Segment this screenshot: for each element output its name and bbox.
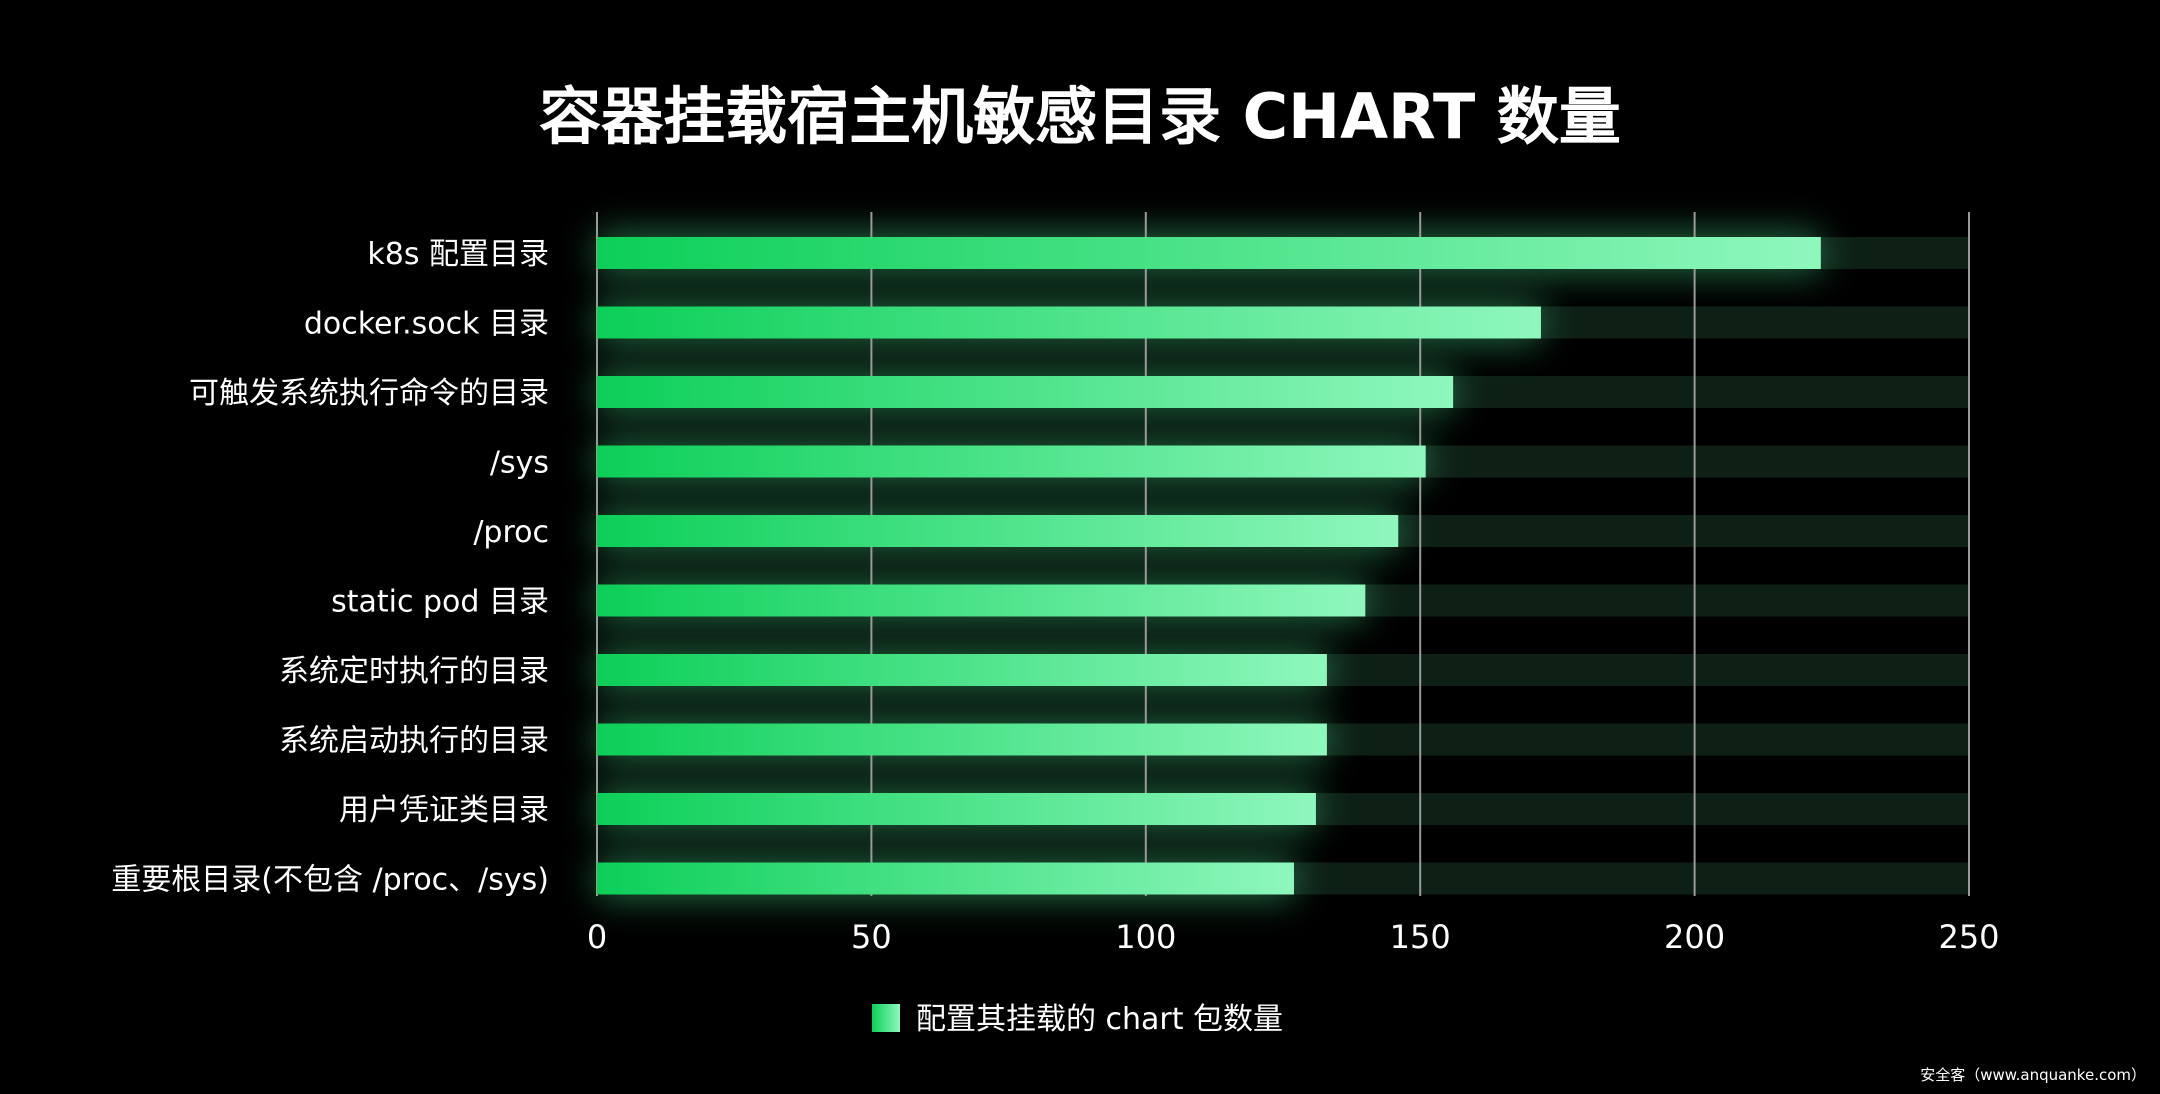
x-tick-label: 150 <box>1390 918 1451 956</box>
bar <box>597 237 1821 269</box>
legend-swatch <box>872 1004 900 1032</box>
bar <box>597 445 1426 478</box>
category-label: static pod 目录 <box>331 585 549 620</box>
bar <box>597 654 1327 686</box>
category-label: 可触发系统执行命令的目录 <box>189 376 549 411</box>
bar <box>597 515 1399 547</box>
category-label: 重要根目录(不包含 /proc、/sys) <box>111 863 549 898</box>
category-label: docker.sock 目录 <box>304 307 549 342</box>
watermark: 安全客（www.anquanke.com） <box>1920 1066 2146 1084</box>
legend-label: 配置其挂载的 chart 包数量 <box>916 1002 1283 1037</box>
x-tick-label: 250 <box>1938 918 1999 956</box>
category-labels: k8s 配置目录 docker.sock 目录可触发系统执行命令的目录/sys/p… <box>111 237 549 898</box>
bar <box>597 862 1294 895</box>
legend: 配置其挂载的 chart 包数量 <box>872 1002 1283 1037</box>
bar <box>597 723 1327 756</box>
category-label: k8s 配置目录 <box>367 237 549 272</box>
x-axis-ticks: 0 50 100 150 200 250 <box>587 918 2000 956</box>
bar <box>597 584 1366 617</box>
bar <box>597 306 1541 339</box>
x-tick-label: 100 <box>1115 918 1176 956</box>
x-tick-label: 200 <box>1664 918 1725 956</box>
category-label: 系统启动执行的目录 <box>279 724 549 759</box>
bar <box>597 793 1316 825</box>
chart-title: 容器挂载宿主机敏感目录 CHART 数量 <box>539 80 1621 153</box>
x-tick-label: 0 <box>587 918 607 956</box>
bar <box>597 376 1454 408</box>
category-label: /sys <box>490 446 549 481</box>
category-label: 系统定时执行的目录 <box>279 654 549 689</box>
x-tick-label: 50 <box>851 918 892 956</box>
bars <box>597 237 1821 895</box>
category-label: /proc <box>473 515 549 550</box>
category-label: 用户凭证类目录 <box>339 793 549 828</box>
